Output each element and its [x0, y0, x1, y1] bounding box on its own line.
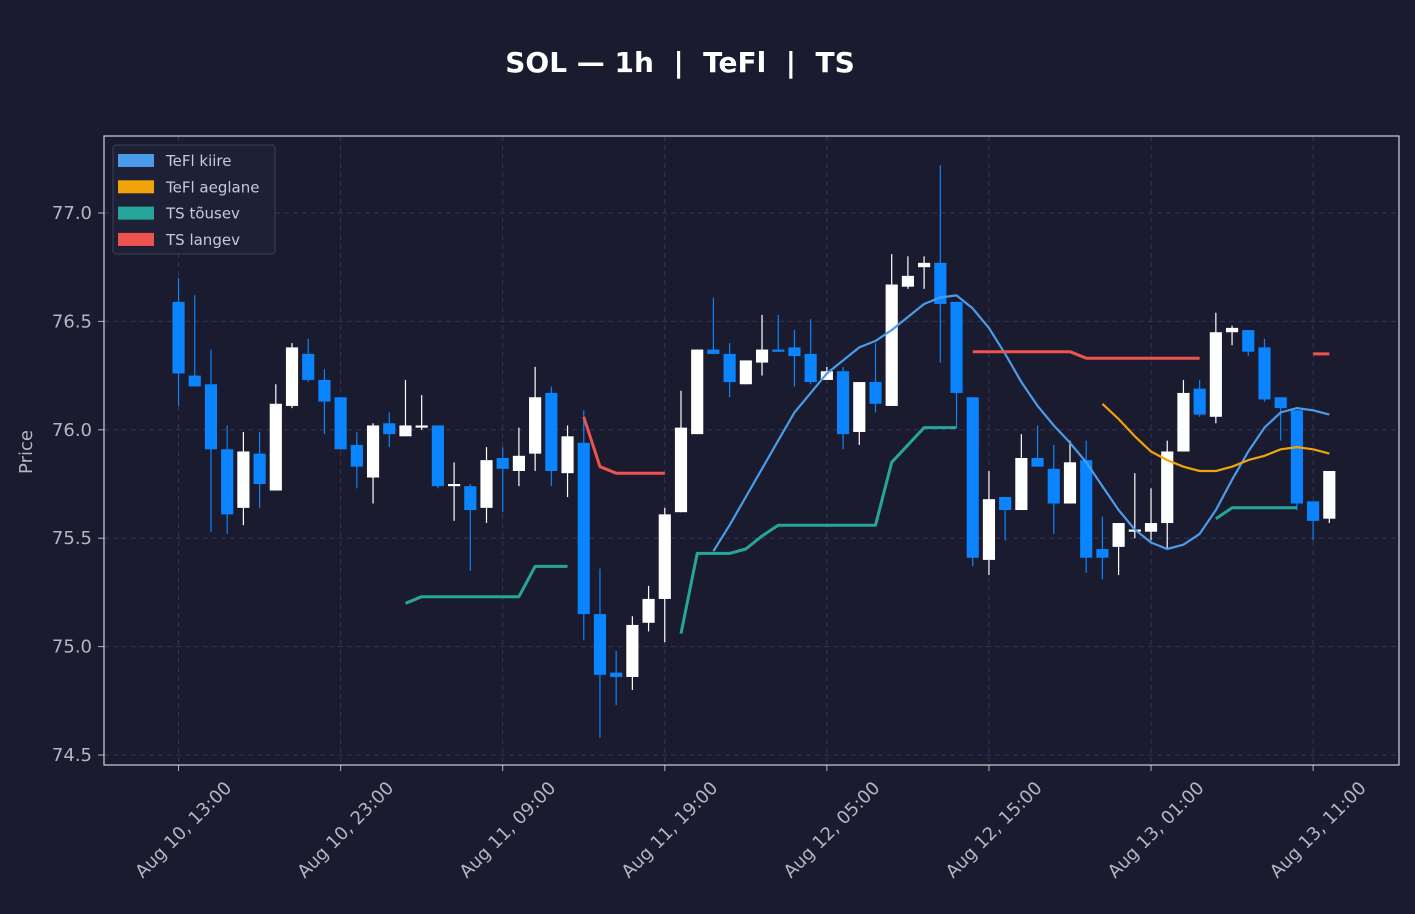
candle-body: [431, 425, 444, 487]
candle-body: [1015, 457, 1028, 511]
candle-body: [820, 371, 833, 380]
candle-body: [496, 457, 509, 469]
candle-body: [982, 499, 996, 560]
candle-body: [901, 275, 914, 287]
candle-body: [674, 427, 688, 513]
candle-body: [691, 349, 704, 435]
candle-body: [739, 360, 752, 385]
legend-box: [112, 144, 276, 255]
candle-body: [1193, 388, 1206, 415]
legend-label: TS tõusev: [165, 205, 240, 223]
candle-body: [1242, 330, 1255, 352]
candle-body: [707, 349, 720, 354]
candle-body: [610, 672, 623, 677]
legend-label: TS langev: [165, 231, 240, 249]
candle-body: [172, 301, 185, 374]
candle-body: [658, 514, 671, 599]
candle-body: [1274, 397, 1287, 409]
candle-body: [269, 403, 282, 491]
candle-body: [480, 460, 493, 508]
candle-body: [755, 349, 769, 363]
y-tick-label: 74.5: [52, 745, 92, 766]
candle-body: [285, 347, 299, 406]
legend-swatch: [118, 154, 154, 167]
candle-body: [804, 353, 817, 383]
candle-body: [383, 423, 396, 435]
candle-body: [334, 397, 347, 450]
candle-body: [448, 483, 461, 487]
candle-body: [1290, 410, 1303, 504]
candle-body: [788, 347, 801, 357]
candle-body: [966, 397, 979, 558]
legend-label: TeFl kiire: [165, 152, 232, 170]
plot-frame: [103, 135, 1400, 766]
candle-body: [593, 614, 607, 675]
indicator-line: [1101, 402, 1330, 473]
candle-body: [366, 425, 380, 478]
candle-body: [626, 624, 639, 677]
candle-body: [1031, 457, 1044, 467]
legend-swatch: [118, 180, 154, 194]
candle-body: [1323, 470, 1336, 519]
candle-body: [934, 262, 947, 305]
legend-swatch: [118, 206, 154, 220]
candle-body: [302, 353, 315, 380]
candle-body: [1225, 327, 1239, 333]
candle-body: [642, 598, 655, 623]
y-axis-label: Price: [16, 430, 37, 474]
y-tick-label: 76.5: [52, 311, 92, 332]
y-tick-label: 76.0: [52, 420, 92, 441]
candle-body: [999, 497, 1012, 511]
candle-body: [1177, 392, 1190, 452]
candle-body: [561, 436, 574, 474]
indicator-line: [404, 426, 1297, 634]
candle-body: [950, 301, 963, 393]
candle-body: [253, 453, 266, 484]
candle-body: [512, 455, 525, 471]
y-tick-label: 77.0: [52, 203, 92, 224]
candle-body: [1080, 460, 1093, 558]
candle-body: [204, 384, 218, 450]
candle-body: [1209, 332, 1222, 417]
candle-body: [577, 442, 590, 615]
candle-body: [723, 353, 736, 383]
candle-body: [1161, 451, 1174, 524]
candle-body: [853, 382, 866, 432]
candle-body: [1307, 501, 1320, 521]
candle-body: [869, 382, 882, 404]
candle-body: [237, 451, 250, 508]
candle-body: [772, 349, 785, 352]
y-tick-label: 75.5: [52, 528, 92, 549]
candle-body: [1112, 523, 1125, 547]
legend-label: TeFl aeglane: [165, 178, 259, 196]
legend-swatch: [118, 232, 154, 246]
candle-body: [415, 425, 428, 428]
candle-body: [1144, 523, 1158, 532]
candle-body: [885, 284, 898, 406]
candle-body: [188, 375, 201, 387]
candle-body: [529, 397, 542, 454]
candle-body: [350, 444, 363, 467]
candle-body: [1047, 468, 1060, 504]
y-tick-label: 75.0: [52, 637, 92, 658]
indicator-line: [582, 350, 1330, 475]
candle-body: [221, 449, 234, 515]
candle-body: [1063, 462, 1077, 504]
candle-body: [545, 392, 558, 471]
candle-body: [1096, 549, 1109, 558]
chart-title: SOL — 1h | TeFl | TS: [505, 46, 855, 79]
indicator-line: [712, 294, 1330, 552]
candle-body: [1258, 347, 1271, 400]
candle-body: [399, 425, 412, 437]
candle-body: [836, 371, 850, 435]
candle-body: [318, 379, 331, 402]
candle-body: [464, 486, 477, 511]
candle-body: [918, 262, 931, 268]
